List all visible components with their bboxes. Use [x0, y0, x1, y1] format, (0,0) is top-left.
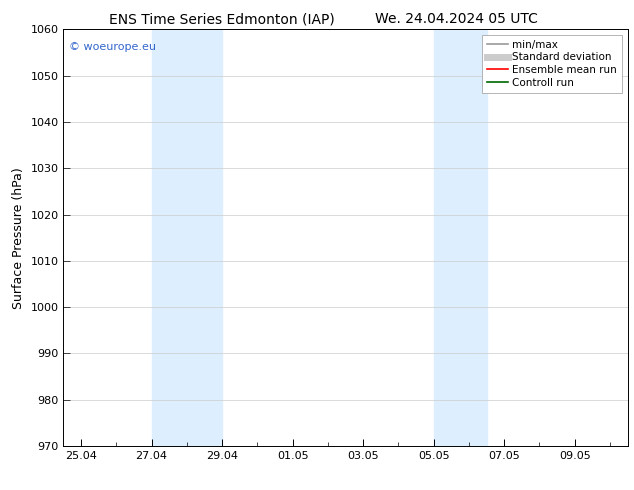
Text: We. 24.04.2024 05 UTC: We. 24.04.2024 05 UTC: [375, 12, 538, 26]
Y-axis label: Surface Pressure (hPa): Surface Pressure (hPa): [12, 167, 25, 309]
Legend: min/max, Standard deviation, Ensemble mean run, Controll run: min/max, Standard deviation, Ensemble me…: [482, 35, 623, 93]
Text: ENS Time Series Edmonton (IAP): ENS Time Series Edmonton (IAP): [109, 12, 335, 26]
Bar: [434, 29, 487, 446]
Text: © woeurope.eu: © woeurope.eu: [69, 42, 156, 52]
Bar: [152, 29, 222, 446]
